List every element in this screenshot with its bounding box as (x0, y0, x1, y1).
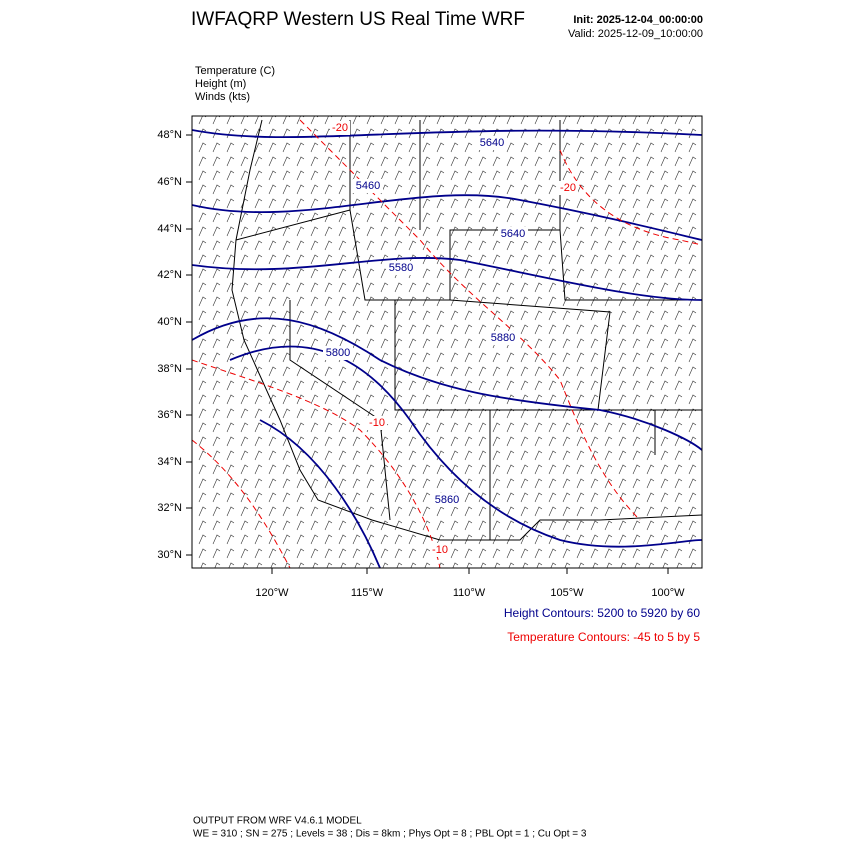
contour-label-bg (323, 346, 353, 360)
contour-label-bg (498, 227, 528, 241)
height-contours (192, 129, 702, 568)
height-contour-label: 5800 (326, 347, 350, 359)
contour-label-bg (367, 416, 387, 430)
contour-label-bg (477, 136, 507, 150)
lat-label: 30°N (157, 549, 182, 561)
field-label: Height (m) (195, 78, 246, 90)
contour-label-bg (430, 543, 450, 557)
height-contour-label: 5460 (356, 180, 380, 192)
lon-label: 120°W (255, 587, 289, 599)
temperature-legend: Temperature Contours: -45 to 5 by 5 (507, 630, 700, 644)
contour-label-bg (386, 261, 416, 275)
lon-label: 105°W (550, 587, 584, 599)
lat-label: 34°N (157, 456, 182, 468)
temperature-contour-label: -10 (432, 544, 448, 556)
height-contour-label: 5880 (491, 332, 515, 344)
lon-label: 100°W (651, 587, 685, 599)
contour-label-bg (432, 493, 462, 507)
contour-label-bg (353, 179, 383, 193)
height-contour-label: 5860 (435, 494, 459, 506)
lat-label: 48°N (157, 129, 182, 141)
borders (231, 119, 702, 541)
field-label: Winds (kts) (195, 91, 250, 103)
lat-label: 38°N (157, 363, 182, 375)
field-label: Temperature (C) (195, 65, 275, 77)
height-contour-label: 5640 (480, 137, 504, 149)
lat-label: 32°N (157, 502, 182, 514)
temperature-contour-label: -20 (560, 182, 576, 194)
lon-label: 115°W (351, 587, 384, 599)
temperature-contour-label: -20 (332, 122, 348, 134)
footer-line: WE = 310 ; SN = 275 ; Levels = 38 ; Dis … (193, 829, 587, 840)
temperature-contour-label: -10 (369, 417, 385, 429)
init-time: Init: 2025-12-04_00:00:00 (573, 14, 703, 26)
map-labels: 48°N 46°N 44°N 42°N 40°N 38°N 36°N 34°N 32°N 30°N… (157, 121, 685, 599)
lat-label: 42°N (157, 269, 182, 281)
lat-label: 40°N (157, 316, 182, 328)
height-legend: Height Contours: 5200 to 5920 by 60 (504, 606, 700, 620)
contour-label-bg (488, 331, 518, 345)
contour-label-bg (330, 121, 350, 135)
lat-label: 46°N (157, 176, 182, 188)
height-contour-label: 5640 (501, 228, 525, 240)
valid-time: Valid: 2025-12-09_10:00:00 (568, 28, 703, 40)
title: IWFAQRP Western US Real Time WRF (191, 9, 525, 30)
lon-label: 110°W (453, 587, 486, 599)
map-frame (191, 115, 703, 569)
lat-label: 36°N (157, 409, 182, 421)
height-contour-label: 5580 (389, 262, 413, 274)
lat-label: 44°N (157, 223, 182, 235)
footer-line: OUTPUT FROM WRF V4.6.1 MODEL (193, 816, 362, 827)
contour-label-bg (558, 181, 578, 195)
map (192, 116, 702, 568)
